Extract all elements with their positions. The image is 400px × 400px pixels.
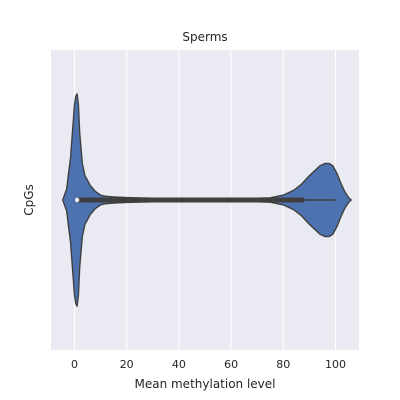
y-axis-label: CpGs (22, 184, 36, 216)
x-tick-100: 100 (325, 358, 346, 371)
x-axis-label: Mean methylation level (134, 377, 275, 391)
iqr-box (77, 197, 305, 203)
x-tick-40: 40 (172, 358, 186, 371)
x-tick-labels: 0 20 40 60 80 100 (71, 358, 346, 371)
x-tick-60: 60 (224, 358, 238, 371)
x-tick-80: 80 (276, 358, 290, 371)
violin-layer (62, 93, 352, 307)
chart-title: Sperms (182, 30, 227, 44)
x-tick-20: 20 (120, 358, 134, 371)
median-dot (74, 197, 80, 203)
x-tick-0: 0 (71, 358, 78, 371)
